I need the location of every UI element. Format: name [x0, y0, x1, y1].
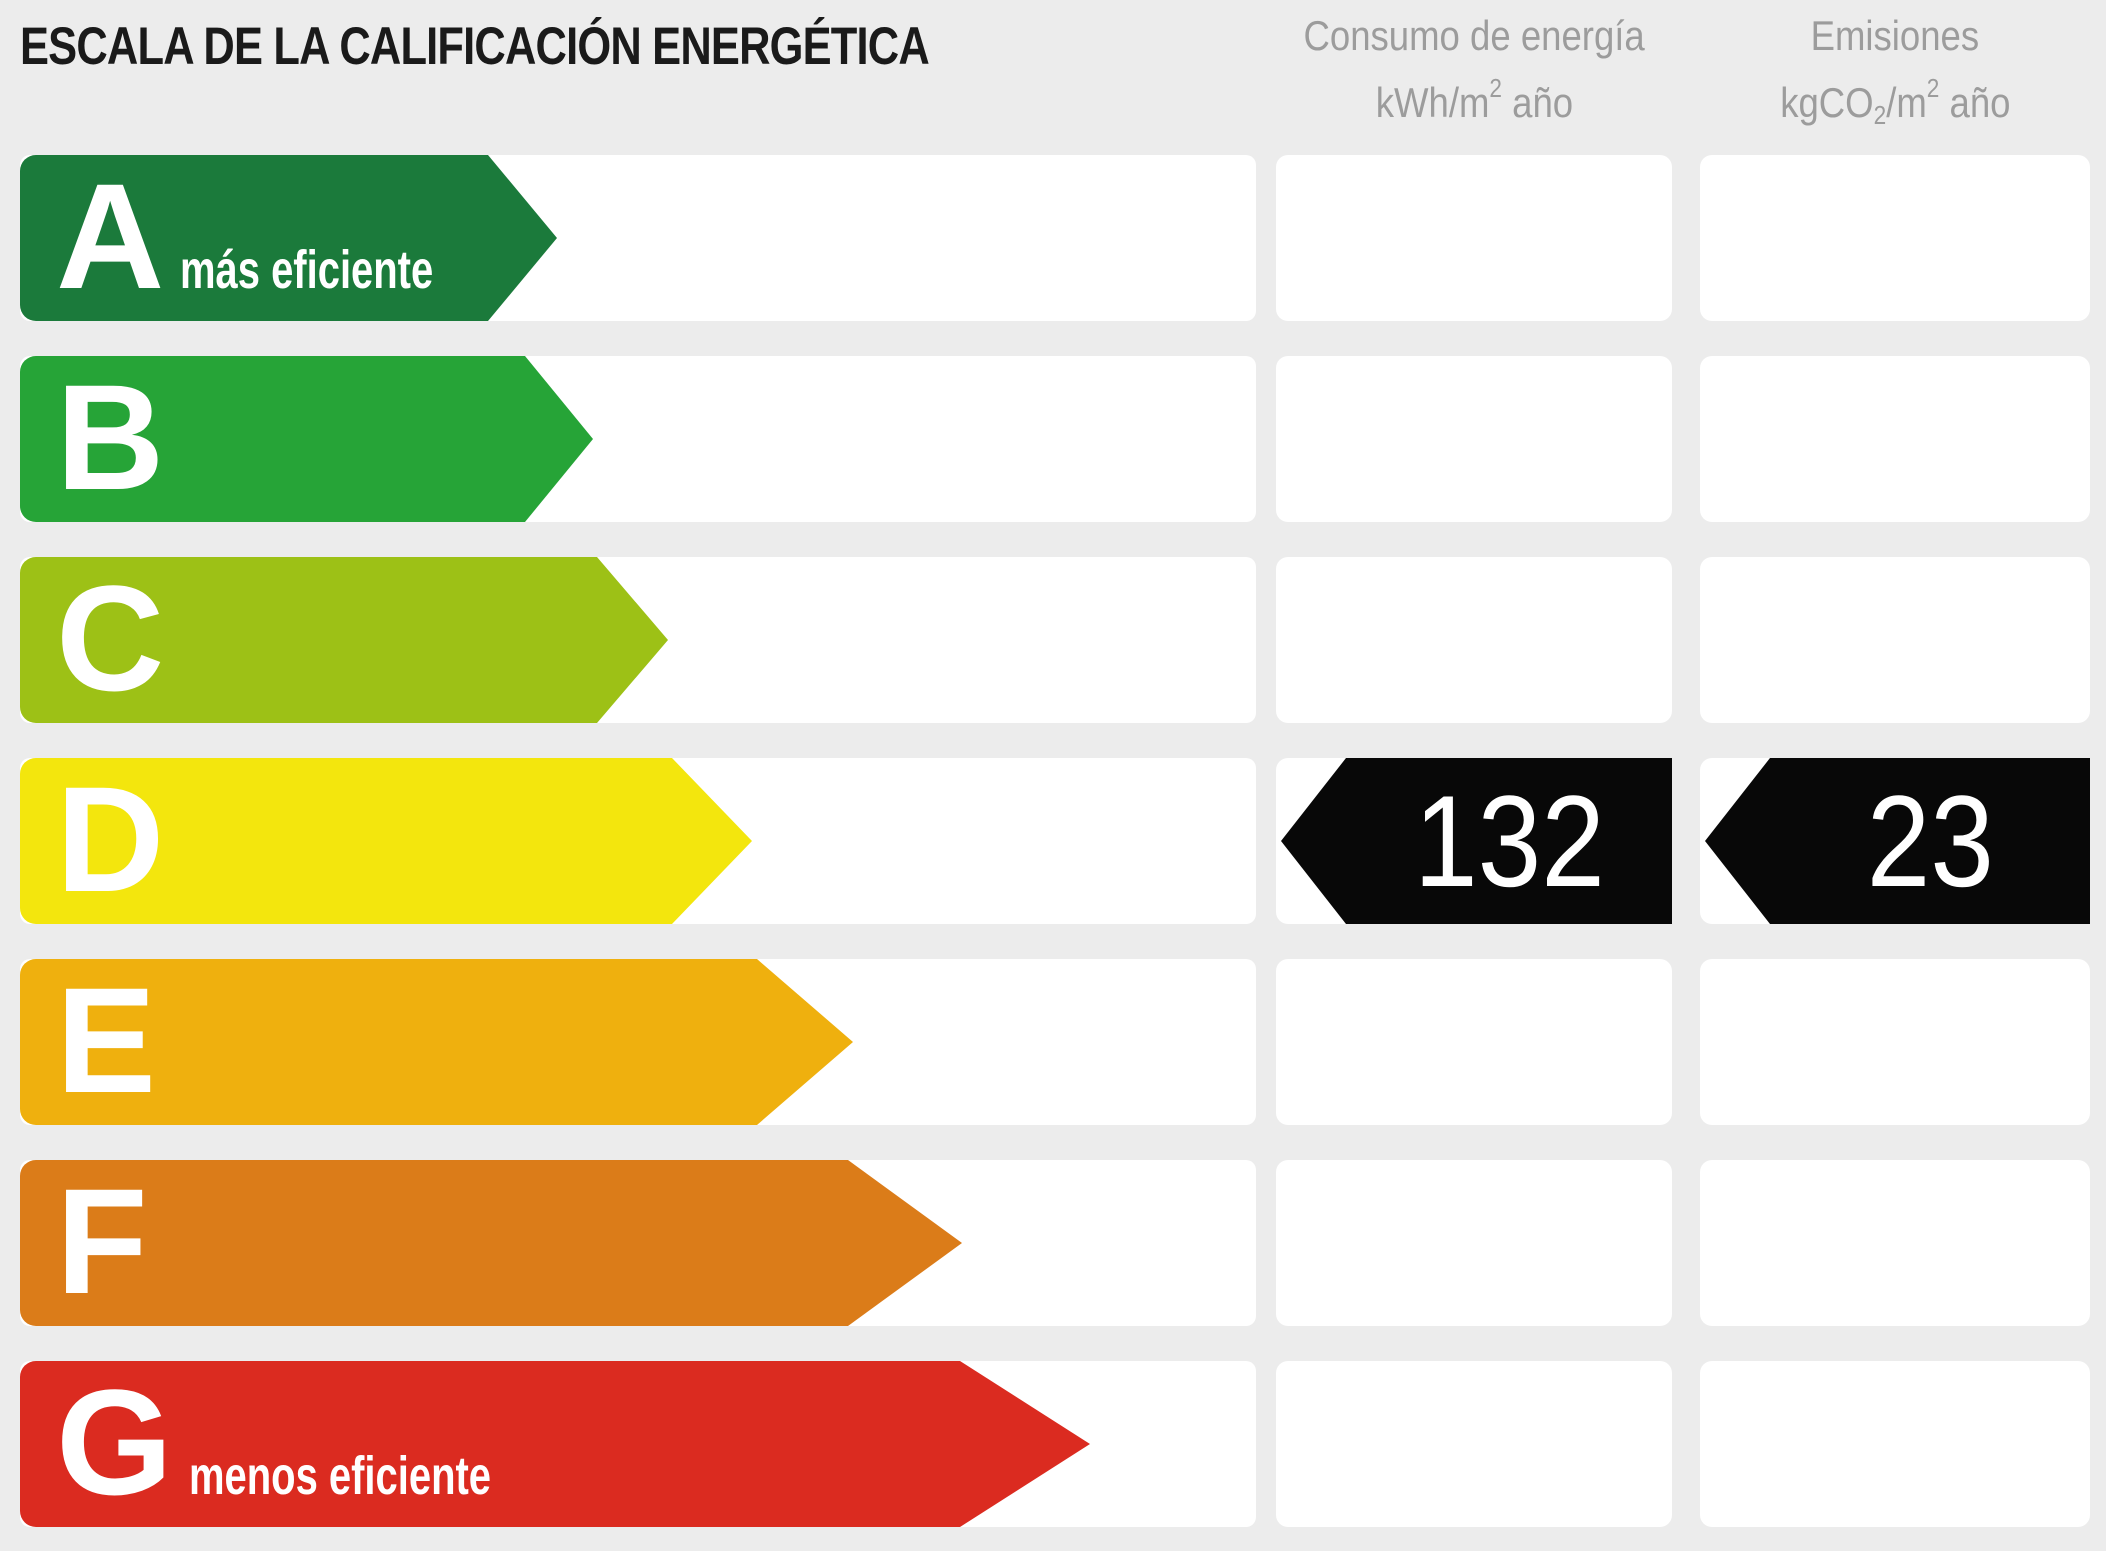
consumption-value-arrow: 132 [1281, 758, 1672, 924]
emissions-header-title: Emisiones [1810, 12, 1980, 59]
emissions-cell-a [1700, 155, 2090, 321]
rating-row-c: C [20, 557, 2106, 723]
rating-arrow-body-c: C [20, 557, 597, 723]
emissions-cell-c [1700, 557, 2090, 723]
rating-bar-track-a: A más eficiente [20, 155, 1256, 321]
consumption-header-unit: kWh/m2 año [1375, 73, 1573, 126]
consumption-header-title: Consumo de energía [1303, 12, 1645, 59]
rating-letter-g: G [56, 1358, 173, 1526]
rating-arrow-tip-a [488, 155, 557, 321]
consumption-cell-f [1276, 1160, 1672, 1326]
rating-letter-e: E [56, 956, 157, 1124]
consumption-cell-g [1276, 1361, 1672, 1527]
rating-row-e: E [20, 959, 2106, 1125]
rating-row-a: A más eficiente [20, 155, 2106, 321]
consumption-cell-a [1276, 155, 1672, 321]
rating-arrow-c: C [20, 557, 668, 723]
emissions-value-arrow: 23 [1705, 758, 2090, 924]
rating-bar-track-f: F [20, 1160, 1256, 1326]
rating-arrow-body-e: E [20, 959, 757, 1125]
rating-arrow-body-a: A más eficiente [20, 155, 488, 321]
emissions-value: 23 [1866, 768, 1994, 914]
rating-arrow-tip-f [848, 1160, 962, 1326]
rating-letter-a: A [56, 152, 165, 320]
emissions-column-header: Emisiones kgCO2/m2 año [1700, 0, 2090, 155]
rating-row-g: G menos eficiente [20, 1361, 2106, 1527]
rating-bar-track-g: G menos eficiente [20, 1361, 1256, 1527]
rating-arrow-e: E [20, 959, 853, 1125]
rating-arrow-d: D [20, 758, 752, 924]
consumption-cell-d: 132 [1276, 758, 1672, 924]
consumption-value: 132 [1413, 768, 1605, 914]
rating-bar-track-e: E [20, 959, 1256, 1125]
rating-row-d: D 132 23 [20, 758, 2106, 924]
rating-arrow-body-f: F [20, 1160, 848, 1326]
emissions-cell-f [1700, 1160, 2090, 1326]
rating-qualifier-g: menos eficiente [188, 1446, 491, 1506]
emissions-header-unit: kgCO2/m2 año [1779, 73, 2011, 131]
consumption-column-header: Consumo de energía kWh/m2 año [1276, 0, 1672, 155]
rating-qualifier-a: más eficiente [180, 240, 434, 300]
page-title: ESCALA DE LA CALIFICACIÓN ENERGÉTICA [20, 16, 1276, 77]
rating-arrow-tip-e [757, 959, 853, 1125]
rating-arrow-tip-d [672, 758, 752, 924]
header: ESCALA DE LA CALIFICACIÓN ENERGÉTICA Con… [20, 0, 2106, 155]
consumption-cell-e [1276, 959, 1672, 1125]
rating-arrow-tip-g [960, 1361, 1090, 1527]
rating-letter-c: C [56, 554, 165, 722]
emissions-cell-b [1700, 356, 2090, 522]
consumption-cell-b [1276, 356, 1672, 522]
rating-letter-d: D [56, 755, 165, 923]
rating-arrow-body-d: D [20, 758, 672, 924]
emissions-cell-e [1700, 959, 2090, 1125]
rating-bar-track-d: D [20, 758, 1256, 924]
rating-bar-track-c: C [20, 557, 1256, 723]
rating-letter-b: B [56, 353, 165, 521]
rating-arrow-tip-b [525, 356, 593, 522]
rating-letter-f: F [56, 1157, 148, 1325]
rating-row-b: B [20, 356, 2106, 522]
page-title-text: ESCALA DE LA CALIFICACIÓN ENERGÉTICA [20, 17, 930, 76]
rating-arrow-body-g: G menos eficiente [20, 1361, 960, 1527]
emissions-cell-g [1700, 1361, 2090, 1527]
rating-arrow-f: F [20, 1160, 962, 1326]
rating-arrow-a: A más eficiente [20, 155, 557, 321]
rating-bar-track-b: B [20, 356, 1256, 522]
title-area: ESCALA DE LA CALIFICACIÓN ENERGÉTICA [20, 0, 1276, 155]
consumption-cell-c [1276, 557, 1672, 723]
rating-arrow-g: G menos eficiente [20, 1361, 1090, 1527]
emissions-cell-d: 23 [1700, 758, 2090, 924]
rating-arrow-body-b: B [20, 356, 525, 522]
rating-arrow-b: B [20, 356, 593, 522]
rating-arrow-tip-c [597, 557, 668, 723]
rating-row-f: F [20, 1160, 2106, 1326]
